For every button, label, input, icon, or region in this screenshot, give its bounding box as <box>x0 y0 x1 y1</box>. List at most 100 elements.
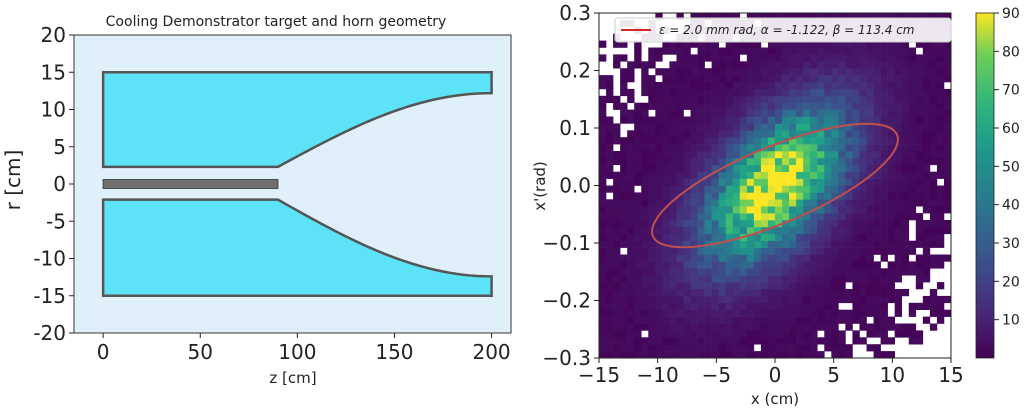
heatmap-bin <box>760 247 769 255</box>
heatmap-bin <box>845 40 853 48</box>
heatmap-bin <box>669 109 677 117</box>
heatmap-bin <box>887 102 895 110</box>
heatmap-bin <box>648 171 656 179</box>
heatmap-bin <box>810 151 818 159</box>
heatmap-bin <box>894 330 903 338</box>
heatmap-bin <box>908 157 917 166</box>
heatmap-bin <box>936 137 945 145</box>
heatmap-bin <box>655 289 663 297</box>
heatmap-bin <box>803 282 811 290</box>
heatmap-bin <box>613 351 621 359</box>
heatmap-bin <box>704 337 712 345</box>
heatmap-bin <box>620 344 628 352</box>
heatmap-bin <box>908 178 917 186</box>
heatmap-bin <box>775 144 783 152</box>
heatmap-bin <box>782 240 790 248</box>
heatmap-bin <box>922 123 931 131</box>
heatmap-bin <box>782 226 790 235</box>
heatmap-bin <box>760 337 769 345</box>
heatmap-bin <box>817 68 825 76</box>
heatmap-bin <box>936 144 945 152</box>
heatmap-bin <box>831 247 839 255</box>
heatmap-bin <box>880 226 888 235</box>
heatmap-bin <box>936 295 945 304</box>
heatmap-bin <box>669 337 677 345</box>
heatmap-bin <box>711 82 719 90</box>
heatmap-bin <box>810 130 818 138</box>
heatmap-bin <box>908 185 917 193</box>
heatmap-bin <box>775 123 783 131</box>
heatmap-bin <box>796 261 804 269</box>
heatmap-bin <box>627 275 635 283</box>
heatmap-bin <box>704 247 712 255</box>
heatmap-bin <box>803 213 811 221</box>
heatmap-bin <box>599 247 607 255</box>
heatmap-bin <box>824 226 832 235</box>
heatmap-bin <box>796 61 804 69</box>
heatmap-bin <box>929 144 938 152</box>
heatmap-bin <box>824 254 832 262</box>
heatmap-bin <box>880 102 888 110</box>
heatmap-bin <box>683 47 691 55</box>
heatmap-bin <box>810 88 818 97</box>
heatmap-bin <box>641 295 649 304</box>
heatmap-bin <box>929 130 938 138</box>
heatmap-bin <box>789 40 797 48</box>
heatmap-bin <box>838 295 846 304</box>
heatmap-bin <box>922 82 931 90</box>
heatmap-bin <box>789 351 797 359</box>
heatmap-bin <box>810 164 818 172</box>
heatmap-bin <box>760 61 769 69</box>
heatmap-bin <box>704 220 712 228</box>
heatmap-bin <box>817 282 825 290</box>
heatmap-bin <box>753 240 762 248</box>
heatmap-bin <box>782 247 790 255</box>
heatmap-bin <box>859 13 867 21</box>
heatmap-bin <box>796 344 804 352</box>
heatmap-bin <box>880 151 888 159</box>
heatmap-bin <box>782 275 790 283</box>
heatmap-bin <box>810 337 818 345</box>
heatmap-bin <box>676 88 684 97</box>
x-tick-label: 0 <box>769 363 782 387</box>
heatmap-bin <box>620 206 628 214</box>
heatmap-bin <box>655 130 663 138</box>
heatmap-bin <box>936 185 945 193</box>
heatmap-bin <box>929 289 938 297</box>
heatmap-bin <box>915 226 924 235</box>
heatmap-bin <box>838 351 846 359</box>
heatmap-bin <box>775 109 783 117</box>
heatmap-bin <box>697 309 705 317</box>
heatmap-bin <box>697 178 705 186</box>
heatmap-bin <box>613 54 621 62</box>
heatmap-bin <box>760 289 769 297</box>
colorbar-tick-label: 80 <box>1002 44 1020 60</box>
heatmap-bin <box>697 337 705 345</box>
heatmap-bin <box>894 171 903 179</box>
heatmap-bin <box>831 337 839 345</box>
heatmap-bin <box>880 275 888 283</box>
heatmap-bin <box>620 54 628 62</box>
heatmap-bin <box>627 144 635 152</box>
heatmap-bin <box>676 68 684 76</box>
heatmap-bin <box>690 268 698 276</box>
heatmap-bin <box>831 157 839 166</box>
heatmap-bin <box>775 157 783 166</box>
heatmap-bin <box>746 144 755 152</box>
heatmap-bin <box>831 254 839 262</box>
heatmap-bin <box>908 261 917 269</box>
heatmap-bin <box>683 233 691 241</box>
heatmap-bin <box>676 309 684 317</box>
heatmap-bin <box>852 116 860 124</box>
heatmap-bin <box>922 109 931 117</box>
heatmap-bin <box>859 240 867 248</box>
heatmap-bin <box>641 233 649 241</box>
heatmap-bin <box>831 233 839 241</box>
heatmap-bin <box>725 102 734 110</box>
heatmap-bin <box>725 75 734 83</box>
heatmap-bin <box>859 192 867 200</box>
y-tick-label: −0.1 <box>542 231 591 255</box>
heatmap-bin <box>648 123 656 131</box>
heatmap-bin <box>746 233 755 241</box>
heatmap-bin <box>753 254 762 262</box>
